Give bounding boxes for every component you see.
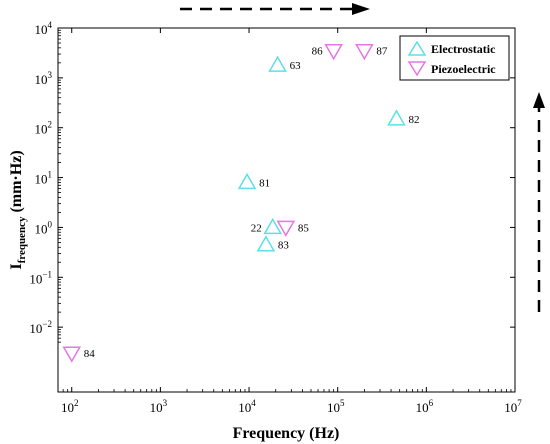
point-label-87: 87 <box>376 46 388 58</box>
legend-label-electrostatic: Electrostatic <box>431 42 496 56</box>
y-tick-label: 102 <box>35 120 53 137</box>
y-tick-label: 10−1 <box>29 269 52 286</box>
point-label-63: 63 <box>290 60 302 72</box>
y-tick-label: 101 <box>35 170 53 187</box>
y-tick-label: 103 <box>35 70 53 87</box>
tick-base: 10 <box>150 400 163 415</box>
tick-exponent: 6 <box>429 398 434 408</box>
tick-exponent: 0 <box>48 219 53 229</box>
x-tick-labels: 102 103 104 105 106 107 <box>61 398 522 415</box>
tick-base: 10 <box>35 72 48 87</box>
point-label-81: 81 <box>259 177 270 189</box>
y-axis-title-unit: (mm·Hz) <box>8 150 25 216</box>
point-label-82: 82 <box>408 114 419 126</box>
x-tick-label: 102 <box>61 398 79 415</box>
point-label-85: 85 <box>298 222 310 234</box>
marker-electrostatic-22 <box>263 217 283 235</box>
x-tick-label: 104 <box>238 398 256 415</box>
data-markers <box>62 43 406 363</box>
marker-piezoelectric-84 <box>62 346 82 363</box>
point-label-84: 84 <box>84 348 96 360</box>
x-tick-label: 106 <box>416 398 434 415</box>
point-labels: 63 82 81 22 83 86 87 85 84 <box>84 46 420 360</box>
tick-base: 10 <box>35 22 48 37</box>
tick-exponent: −1 <box>42 269 52 279</box>
tick-base: 10 <box>35 221 48 236</box>
y-axis-title: Ifrequency (mm·Hz) <box>8 150 28 269</box>
legend-marker-electrostatic <box>407 40 427 56</box>
y-tick-label: 104 <box>35 20 53 37</box>
tick-exponent: 1 <box>48 170 53 180</box>
point-label-22: 22 <box>251 222 262 234</box>
tick-base: 10 <box>35 122 48 137</box>
tick-base: 10 <box>61 400 74 415</box>
marker-electrostatic-82 <box>387 109 406 126</box>
tick-base: 10 <box>29 321 42 336</box>
tick-base: 10 <box>29 271 42 286</box>
plot-frame <box>57 27 516 393</box>
tick-base: 10 <box>238 400 251 415</box>
marker-piezoelectric-86 <box>324 43 343 61</box>
tick-exponent: 5 <box>340 398 345 408</box>
tick-exponent: 2 <box>74 398 79 408</box>
tick-exponent: −2 <box>42 319 52 329</box>
y-tick-label: 10−2 <box>29 319 52 336</box>
point-label-83: 83 <box>278 240 290 252</box>
tick-base: 10 <box>35 172 48 187</box>
tick-base: 10 <box>504 400 517 415</box>
tick-exponent: 2 <box>48 120 53 130</box>
x-tick-label: 107 <box>504 398 522 415</box>
ticks <box>57 27 516 392</box>
point-label-86: 86 <box>312 46 324 58</box>
y-axis-title-main: I <box>8 263 25 269</box>
tick-exponent: 7 <box>517 398 522 408</box>
y-tick-label: 100 <box>35 219 53 236</box>
marker-electrostatic-81 <box>237 172 257 190</box>
tick-exponent: 4 <box>251 398 256 408</box>
right-dashed-arrow-head <box>533 92 545 108</box>
y-axis-title-sub: frequency <box>16 216 28 263</box>
tick-exponent: 3 <box>163 398 168 408</box>
tick-exponent: 4 <box>48 20 53 30</box>
marker-piezoelectric-85 <box>276 220 296 237</box>
x-tick-label: 105 <box>327 398 345 415</box>
legend: Electrostatic Piezoelectric <box>399 35 510 81</box>
marker-piezoelectric-87 <box>355 43 374 61</box>
tick-base: 10 <box>416 400 429 415</box>
legend-marker-piezoelectric <box>407 61 427 77</box>
tick-base: 10 <box>327 400 340 415</box>
x-axis-title: Frequency (Hz) <box>233 425 340 442</box>
marker-electrostatic-63 <box>268 55 287 72</box>
legend-label-piezoelectric: Piezoelectric <box>431 62 496 76</box>
tick-exponent: 3 <box>48 70 53 80</box>
marker-electrostatic-83 <box>256 235 276 252</box>
x-tick-label: 103 <box>150 398 168 415</box>
top-dashed-arrow-head <box>352 3 370 15</box>
